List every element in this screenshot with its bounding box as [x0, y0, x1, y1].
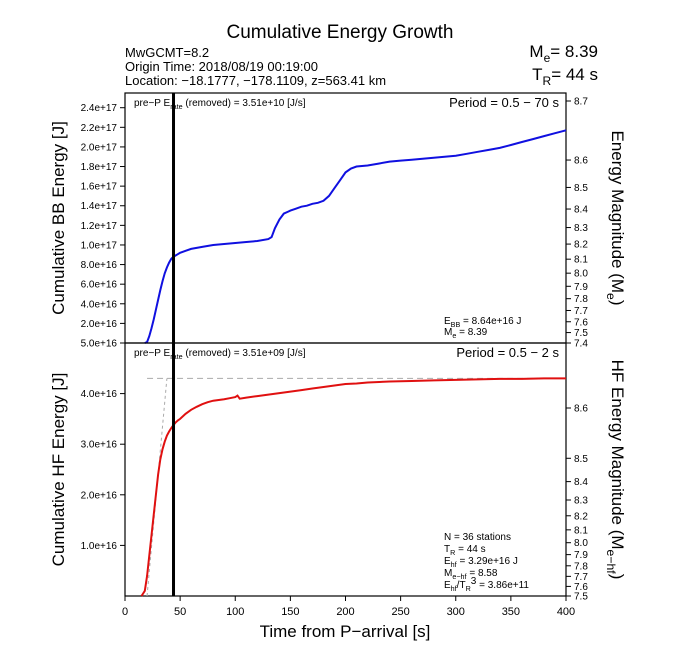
y-axis-label: Cumulative HF Energy [J]	[49, 373, 68, 567]
y2-tick-label: 8.3	[574, 223, 588, 234]
y2-tick-label: 8.7	[574, 97, 588, 108]
stats-line: TR = 44 s	[444, 544, 486, 557]
y2-tick-label: 7.6	[574, 582, 588, 593]
y-tick-label: 2.0e+17	[81, 142, 118, 153]
y2-tick-label: 7.9	[574, 550, 588, 561]
y-tick-label: 6.0e+16	[81, 280, 118, 291]
bb-energy-line	[144, 129, 567, 344]
y2-tick-label: 8.1	[574, 525, 588, 536]
y2-tick-label: 7.4	[574, 339, 588, 350]
me-readout: Me= 8.39	[529, 42, 598, 65]
y2-tick-label: 7.6	[574, 317, 588, 328]
y2-tick-label: 7.8	[574, 294, 588, 305]
x-axis-label: Time from P−arrival [s]	[260, 622, 431, 641]
stats-line: Ehf = 3.29e+16 J	[444, 556, 518, 569]
y2-tick-label: 8.4	[574, 477, 588, 488]
y-tick-label: 2.0e+16	[81, 319, 118, 330]
stats-line: Me = 8.39	[444, 327, 488, 340]
y2-tick-label: 7.7	[574, 572, 588, 583]
x-tick-label: 350	[502, 606, 520, 618]
y2-tick-label: 8.4	[574, 205, 588, 216]
hf-energy-line	[140, 377, 566, 597]
x-tick-label: 400	[557, 606, 575, 618]
y-tick-label: 1.0e+16	[81, 541, 118, 552]
y2-tick-label: 8.6	[574, 156, 588, 167]
header-line-3: Location: −18.1777, −178.1109, z=563.41 …	[125, 73, 386, 88]
y-tick-label: 4.0e+16	[81, 299, 118, 310]
header-line-2: Origin Time: 2018/08/19 00:19:00	[125, 59, 318, 74]
y2-axis-label: Energy Magnitude (Me)	[604, 130, 627, 305]
x-tick-label: 150	[281, 606, 299, 618]
y2-axis-label: HF Energy Magnitude (Me−hf)	[604, 360, 627, 580]
x-tick-label: 100	[226, 606, 244, 618]
y2-tick-label: 8.1	[574, 255, 588, 266]
stats-line: Ehf/TR3 = 3.86e+11	[444, 576, 529, 593]
y-tick-label: 4.0e+16	[81, 389, 118, 400]
y-tick-label: 1.4e+17	[81, 201, 118, 212]
y2-tick-label: 8.6	[574, 404, 588, 415]
period-label: Period = 0.5 − 2 s	[456, 345, 559, 360]
period-label: Period = 0.5 − 70 s	[449, 95, 559, 110]
x-tick-label: 50	[174, 606, 186, 618]
y2-tick-label: 7.8	[574, 561, 588, 572]
plot-frame	[124, 92, 567, 344]
header-line-1: MwGCMT=8.2	[125, 45, 209, 60]
y2-tick-label: 8.2	[574, 240, 588, 251]
y2-tick-label: 8.5	[574, 183, 588, 194]
prep-rate-annotation: pre−P Erate (removed) = 3.51e+10 [J/s]	[134, 98, 306, 111]
y-tick-label: 1.6e+17	[81, 182, 118, 193]
y2-tick-label: 8.0	[574, 538, 588, 549]
y2-tick-label: 7.9	[574, 282, 588, 293]
y-tick-label: 1.8e+17	[81, 162, 118, 173]
y-tick-label: 2.2e+17	[81, 123, 118, 134]
stats-line: EBB = 8.64e+16 J	[444, 316, 521, 329]
y-tick-label: 2.4e+17	[81, 103, 118, 114]
y2-tick-label: 7.7	[574, 306, 588, 317]
x-tick-label: 300	[447, 606, 465, 618]
x-tick-label: 200	[336, 606, 354, 618]
y2-tick-label: 7.5	[574, 328, 588, 339]
y2-tick-label: 7.5	[574, 592, 588, 603]
x-axis: 0 50 100 150 200 250 300 350 400	[122, 596, 575, 618]
y2-tick-label: 8.5	[574, 454, 588, 465]
y-tick-label: 1.0e+17	[81, 240, 118, 251]
y2-tick-label: 8.2	[574, 511, 588, 522]
y-tick-label: 2.0e+16	[81, 490, 118, 501]
hf-energy-panel: 1.0e+16 2.0e+16 3.0e+16 4.0e+16 5.0e+16 8.6 8.…	[49, 339, 627, 603]
y-axis-label: Cumulative BB Energy [J]	[49, 121, 68, 315]
prep-rate-annotation: pre−P Erate (removed) = 3.51e+09 [J/s]	[134, 348, 306, 361]
y-tick-label: 8.0e+16	[81, 260, 118, 271]
tr-readout: TR= 44 s	[532, 65, 598, 88]
x-tick-label: 0	[122, 606, 128, 618]
bb-energy-panel: 2.0e+16 4.0e+16 6.0e+16 8.0e+16 1.0e+17 1.2e+…	[49, 92, 627, 350]
chart-title: Cumulative Energy Growth	[226, 22, 453, 43]
y-tick-label: 5.0e+16	[81, 339, 118, 350]
y-tick-label: 1.2e+17	[81, 221, 118, 232]
stats-line: N = 36 stations	[444, 532, 511, 543]
stats-line: Me−hf = 8.58	[444, 568, 498, 581]
y2-tick-label: 8.0	[574, 269, 588, 280]
y2-tick-label: 8.3	[574, 496, 588, 507]
x-tick-label: 250	[391, 606, 409, 618]
y-tick-label: 3.0e+16	[81, 440, 118, 451]
